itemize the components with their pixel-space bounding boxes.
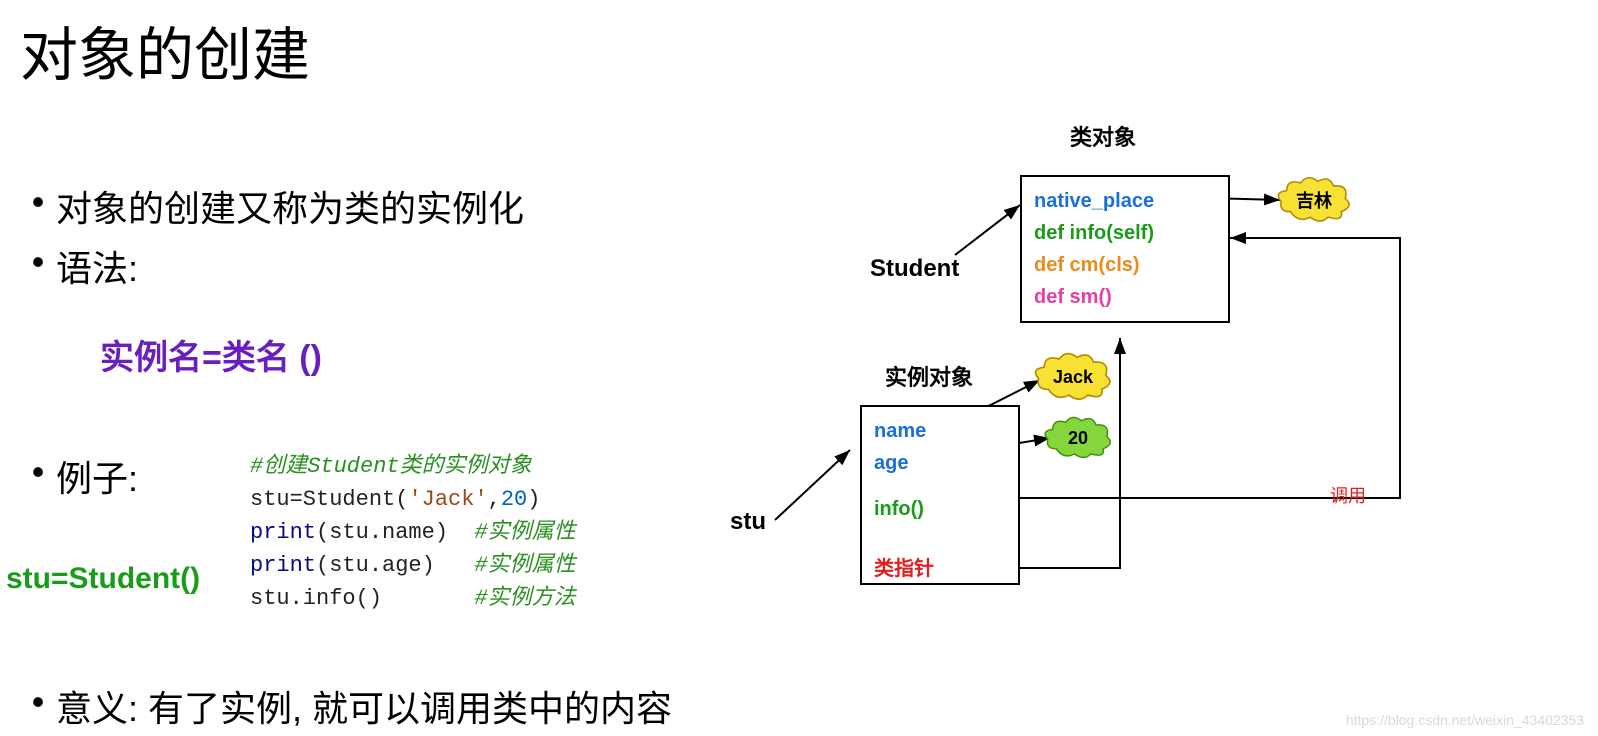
cloud-twenty: 20 bbox=[1042, 413, 1114, 463]
bullet-dot: • bbox=[20, 680, 56, 723]
inst-class-pointer: 类指针 bbox=[874, 553, 1006, 585]
cloud-twenty-text: 20 bbox=[1068, 428, 1088, 449]
syntax-line: 实例名=类名 () bbox=[100, 330, 322, 379]
instance-object-label: 实例对象 bbox=[885, 360, 973, 392]
code-comment: #实例属性 bbox=[474, 520, 575, 545]
bullet-3-text: 例子: bbox=[56, 450, 138, 502]
instance-box: name age info() 类指针 bbox=[860, 405, 1020, 585]
code-text: ( bbox=[395, 487, 408, 512]
bullet-1: • 对象的创建又称为类的实例化 bbox=[20, 180, 524, 232]
code-comment: #实例属性 bbox=[474, 553, 575, 578]
code-text: , bbox=[488, 487, 501, 512]
class-def-cm: def cm(cls) bbox=[1034, 249, 1216, 281]
class-object-label: 类对象 bbox=[1070, 120, 1136, 152]
code-number: 20 bbox=[501, 487, 527, 512]
class-box: native_place def info(self) def cm(cls) … bbox=[1020, 175, 1230, 323]
bullet-1-text: 对象的创建又称为类的实例化 bbox=[56, 180, 524, 232]
page-title: 对象的创建 bbox=[20, 8, 310, 92]
watermark: https://blog.csdn.net/weixin_43402353 bbox=[1346, 712, 1584, 728]
code-text: stu=Student bbox=[250, 487, 395, 512]
cloud-jilin: 吉林 bbox=[1275, 175, 1353, 225]
code-string: 'Jack' bbox=[408, 487, 487, 512]
stu-student-line: stu=Student() bbox=[6, 562, 200, 596]
code-fn: print bbox=[250, 520, 316, 545]
code-text: stu.info() bbox=[250, 586, 382, 611]
code-example: #创建Student类的实例对象 stu=Student('Jack',20) … bbox=[250, 450, 576, 615]
code-text: (stu.age) bbox=[316, 553, 435, 578]
code-comment: #创建Student类的实例对象 bbox=[250, 454, 532, 479]
code-comment: #实例方法 bbox=[474, 586, 575, 611]
class-native-place: native_place bbox=[1034, 185, 1216, 217]
code-text: ) bbox=[527, 487, 540, 512]
bullet-dot: • bbox=[20, 180, 56, 223]
diagram: 类对象 Student 实例对象 stu 调用 native_place def… bbox=[720, 120, 1590, 620]
bullet-2: • 语法: bbox=[20, 240, 138, 292]
call-label: 调用 bbox=[1330, 482, 1366, 508]
code-fn: print bbox=[250, 553, 316, 578]
class-def-sm: def sm() bbox=[1034, 281, 1216, 313]
inst-info: info() bbox=[874, 493, 1006, 525]
bullet-2-text: 语法: bbox=[56, 240, 138, 292]
cloud-jack-text: Jack bbox=[1053, 367, 1093, 388]
bullet-dot: • bbox=[20, 450, 56, 493]
student-label: Student bbox=[870, 255, 959, 283]
inst-name: name bbox=[874, 415, 1006, 447]
bullet-dot: • bbox=[20, 240, 56, 283]
bullet-4-text: 意义: 有了实例, 就可以调用类中的内容 bbox=[56, 680, 672, 732]
cloud-jack: Jack bbox=[1032, 350, 1114, 404]
stu-label: stu bbox=[730, 508, 766, 536]
class-def-info: def info(self) bbox=[1034, 217, 1216, 249]
code-text: (stu.name) bbox=[316, 520, 448, 545]
cloud-jilin-text: 吉林 bbox=[1296, 187, 1332, 213]
bullet-4: • 意义: 有了实例, 就可以调用类中的内容 bbox=[20, 680, 672, 732]
bullet-3: • 例子: bbox=[20, 450, 138, 502]
inst-age: age bbox=[874, 447, 1006, 479]
